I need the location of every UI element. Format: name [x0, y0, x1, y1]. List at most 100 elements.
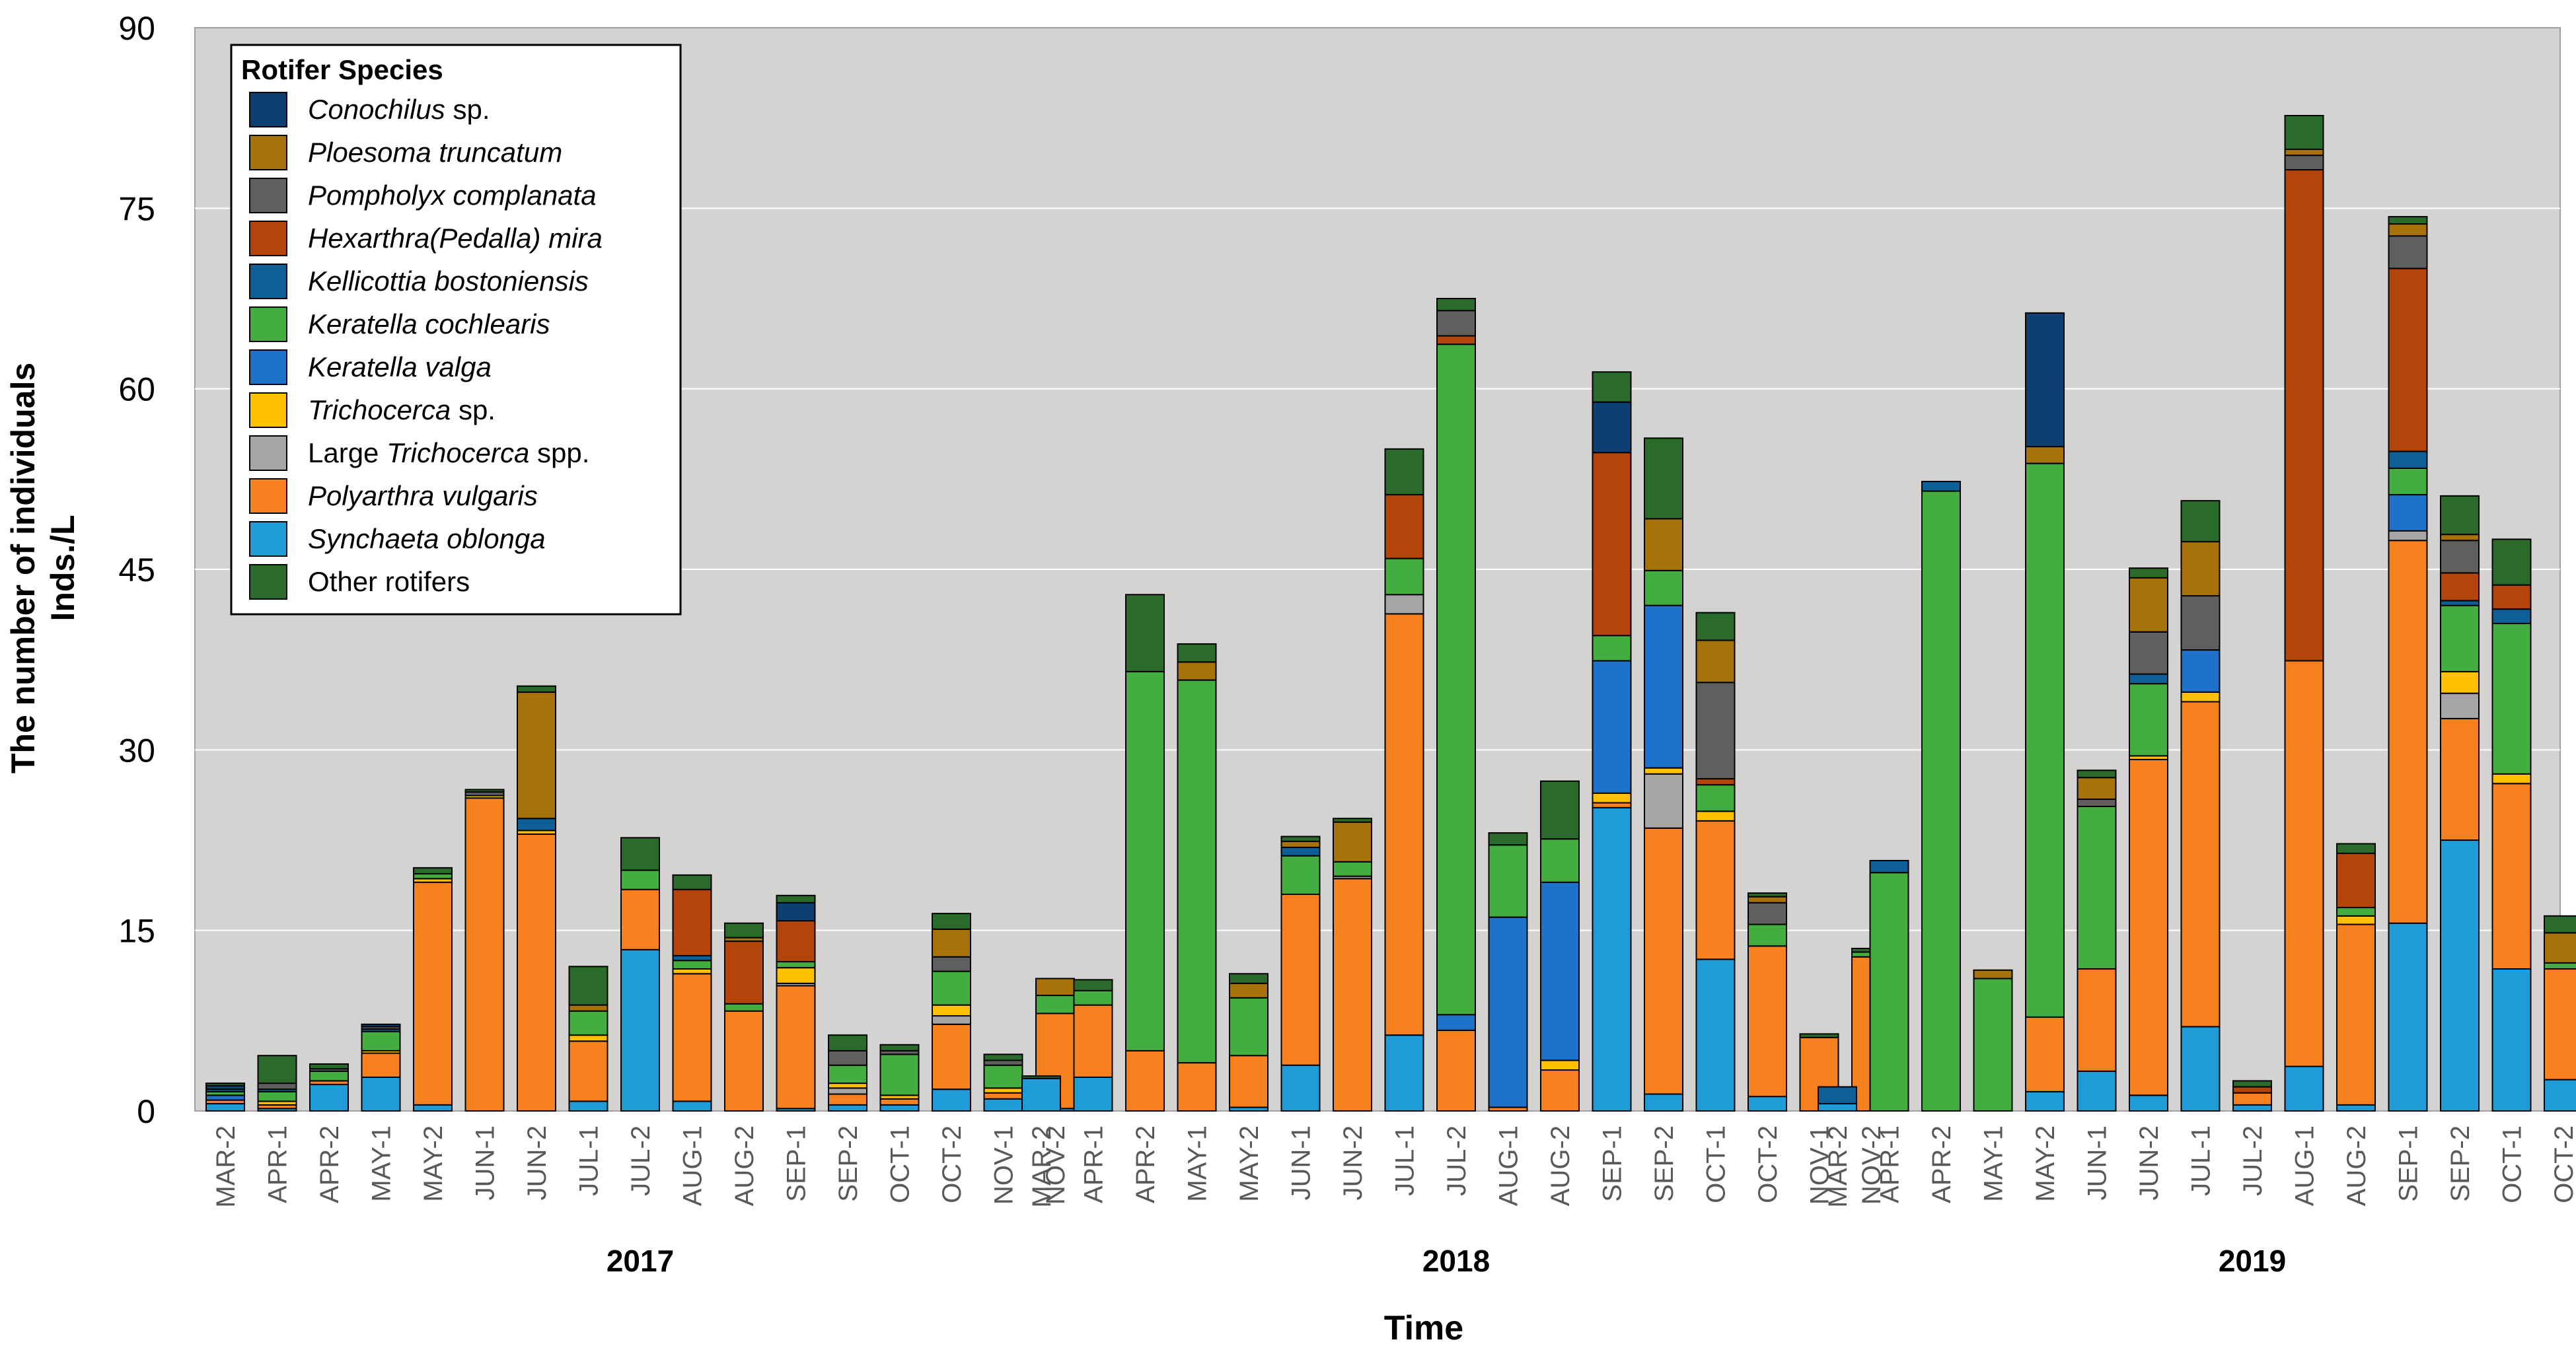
- legend-swatch-pomph: [249, 178, 287, 213]
- bar-segment-hex: [1436, 335, 1476, 345]
- bar-segment-other: [1384, 448, 1424, 496]
- bar-2017-APR-2: [309, 1063, 349, 1112]
- legend-swatch-ploes: [249, 135, 287, 170]
- bar-segment-kcoch: [1695, 784, 1736, 812]
- bar-segment-kcoch: [1973, 978, 2013, 1112]
- bar-2017-NOV-1: [983, 1053, 1023, 1112]
- bar-segment-pol: [1384, 613, 1424, 1036]
- bar-segment-kcoch: [1592, 635, 1632, 662]
- bar-segment-syn: [2025, 1090, 2065, 1112]
- bar-segment-pol: [879, 1098, 920, 1106]
- bar-segment-kval: [1540, 881, 1580, 1061]
- bar-segment-other: [1799, 1033, 1839, 1038]
- x-tick-label: MAY-1: [367, 1125, 396, 1202]
- x-tick-label: MAR-2: [1823, 1125, 1853, 1207]
- bar-segment-pol: [1436, 1029, 1476, 1112]
- bar-segment-ploes: [517, 691, 556, 820]
- bar-segment-tri: [672, 968, 712, 975]
- legend-label-ploes: Ploesoma truncatum: [308, 137, 562, 168]
- x-tick-label: SEP-2: [2446, 1125, 2475, 1202]
- bar-segment-pol: [1748, 945, 1787, 1098]
- bar-2018-MAY-1: [1177, 643, 1217, 1112]
- legend-label-pol: Polyarthra vulgaris: [308, 480, 538, 511]
- bar-segment-kell: [2440, 600, 2480, 606]
- bar-segment-syn: [2284, 1065, 2324, 1112]
- bar-segment-tri: [2336, 915, 2376, 925]
- bar-segment-kell: [2491, 608, 2532, 625]
- x-tick-label: MAY-2: [2031, 1125, 2060, 1202]
- bar-segment-kcoch: [1035, 995, 1075, 1014]
- bar-segment-hex: [1592, 452, 1632, 637]
- y-tick-label: 45: [118, 551, 155, 588]
- bar-2017-MAY-2: [413, 867, 453, 1112]
- bar-segment-ploes: [1695, 639, 1736, 684]
- bar-segment-ploes: [932, 928, 971, 958]
- bar-segment-tri: [1592, 792, 1632, 804]
- bar-segment-pol: [1333, 878, 1372, 1112]
- bar-segment-other: [620, 837, 660, 871]
- bar-segment-other: [1540, 780, 1580, 840]
- x-tick-label: AUG-1: [2291, 1125, 2320, 1206]
- bar-segment-other: [2129, 567, 2168, 579]
- bar-segment-ltri: [2388, 530, 2428, 542]
- bar-2017-SEP-2: [828, 1034, 867, 1112]
- legend-swatch-kell: [249, 264, 287, 299]
- bar-segment-kval: [1488, 916, 1528, 1108]
- legend-swatch-hex: [249, 221, 287, 256]
- bar-segment-kcoch: [2388, 467, 2428, 496]
- bar-segment-other: [2232, 1080, 2272, 1088]
- x-tick-label: AUG-2: [730, 1125, 759, 1206]
- bar-segment-pol: [1592, 802, 1632, 808]
- bar-2017-MAR-2: [205, 1083, 245, 1112]
- bar-segment-other: [1073, 979, 1113, 991]
- legend-label-kcoch: Keratella cochlearis: [308, 308, 550, 339]
- x-tick-label: SEP-2: [834, 1125, 863, 1202]
- legend-label-tri: Trichocerca sp.: [308, 394, 496, 425]
- legend-swatch-syn: [249, 521, 287, 557]
- legend-swatch-kval: [249, 349, 287, 385]
- bar-segment-other: [205, 1083, 245, 1086]
- bar-segment-other: [309, 1063, 349, 1070]
- x-tick-label: APR-2: [315, 1125, 344, 1203]
- legend-label-pomph: Pompholyx complanata: [308, 180, 597, 211]
- bar-segment-kcoch: [1333, 861, 1372, 877]
- x-tick-label: JUL-2: [2238, 1125, 2267, 1196]
- bar-segment-other: [776, 894, 816, 904]
- legend-swatch-kcoch: [249, 306, 287, 342]
- bar-segment-ploes: [2440, 534, 2480, 542]
- x-tick-label: APR-2: [1927, 1125, 1956, 1203]
- y-tick-label: 90: [118, 10, 155, 47]
- bar-segment-pomph: [932, 956, 971, 972]
- bar-segment-pol: [2232, 1092, 2272, 1106]
- bar-2018-JUL-1: [1384, 448, 1424, 1112]
- bar-segment-pomph: [828, 1050, 867, 1066]
- legend-swatch-other: [249, 564, 287, 600]
- x-tick-label: JUN-2: [523, 1125, 552, 1200]
- bar-segment-pomph: [1748, 902, 1787, 925]
- bar-2017-OCT-2: [932, 913, 971, 1112]
- bar-2017-AUG-2: [724, 922, 764, 1112]
- bar-segment-pol: [1540, 1069, 1580, 1112]
- bar-segment-cono: [776, 902, 816, 922]
- bar-segment-pol: [464, 797, 505, 1112]
- bar-2019-MAY-1: [1973, 969, 2013, 1112]
- bar-segment-kcoch: [983, 1064, 1023, 1089]
- bar-segment-kval: [205, 1094, 245, 1101]
- bar-segment-pol: [672, 973, 712, 1102]
- bar-segment-kcoch: [1921, 490, 1961, 1112]
- bar-2019-OCT-1: [2491, 538, 2532, 1112]
- bar-2018-APR-1: [1073, 979, 1113, 1112]
- x-tick-label: MAR-2: [1027, 1125, 1056, 1207]
- bar-segment-syn: [2077, 1070, 2117, 1112]
- bar-segment-other: [1644, 437, 1683, 520]
- bar-segment-pol: [2388, 540, 2428, 924]
- legend-label-kval: Keratella valga: [308, 351, 492, 382]
- bar-segment-tri: [2440, 670, 2480, 694]
- bar-segment-ploes: [1333, 821, 1372, 863]
- legend-label-other: Other rotifers: [308, 566, 470, 597]
- bar-segment-hex: [1384, 494, 1424, 559]
- bar-segment-pol: [2129, 758, 2168, 1096]
- legend-title: Rotifer Species: [241, 54, 443, 85]
- x-tick-label: AUG-2: [2342, 1125, 2371, 1206]
